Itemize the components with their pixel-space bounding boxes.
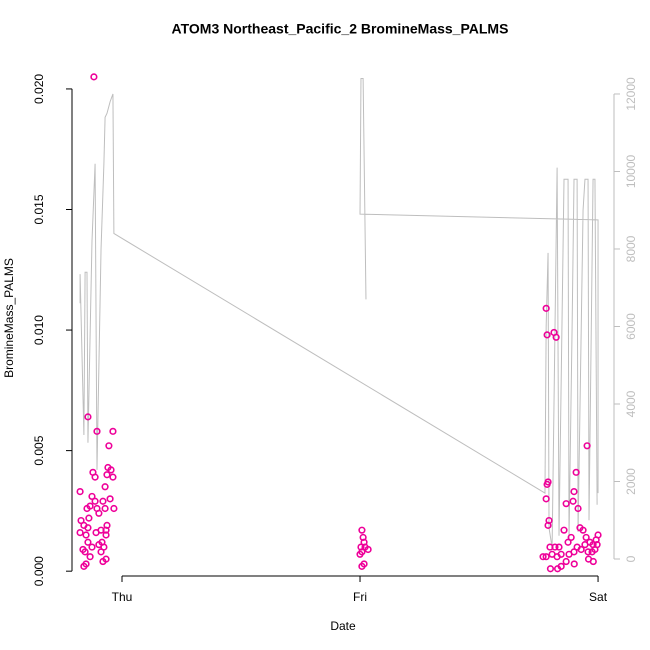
data-point — [107, 466, 115, 474]
data-point — [91, 497, 99, 505]
data-point — [553, 565, 562, 573]
y-tick-label: 0.020 — [32, 74, 46, 104]
data-point — [594, 531, 602, 539]
data-point — [109, 473, 117, 481]
data-point — [579, 526, 587, 534]
data-point — [564, 538, 572, 546]
data-point — [584, 548, 592, 556]
data-point — [570, 488, 578, 496]
y2-tick-label: 0 — [624, 555, 638, 562]
data-point — [76, 528, 84, 537]
y2-tick-label: 4000 — [624, 390, 638, 417]
data-point — [84, 524, 92, 532]
data-point — [76, 488, 84, 496]
data-point — [545, 516, 553, 525]
data-point — [542, 495, 550, 503]
y2-tick-label: 6000 — [624, 313, 638, 340]
data-point — [565, 550, 573, 558]
y-axis-label: BromineMass_PALMS — [2, 258, 16, 378]
data-point — [356, 550, 364, 558]
x-tick-label: Sat — [589, 590, 608, 604]
data-point — [562, 557, 570, 566]
y2-tick-label: 2000 — [624, 468, 638, 495]
data-point — [81, 548, 89, 556]
data-point — [95, 509, 103, 517]
y-tick-label: 0.015 — [32, 194, 46, 224]
data-point — [581, 541, 589, 549]
data-point — [364, 545, 372, 554]
data-point — [105, 442, 113, 450]
chart-title: ATOM3 Northeast_Pacific_2 BromineMass_PA… — [172, 21, 509, 37]
data-point — [101, 504, 109, 513]
x-axis-label: Date — [330, 619, 356, 633]
data-point — [552, 333, 560, 341]
data-point — [577, 545, 585, 554]
data-point — [103, 471, 111, 479]
data-point — [88, 543, 96, 551]
data-point — [102, 526, 110, 534]
data-point — [101, 483, 109, 491]
data-point — [99, 497, 107, 505]
y-tick-label: 0.010 — [32, 315, 46, 345]
data-point — [106, 495, 114, 503]
data-point — [543, 480, 551, 488]
data-point — [110, 504, 118, 513]
data-point — [589, 557, 597, 566]
data-point — [557, 550, 565, 558]
data-point — [102, 555, 110, 563]
data-line — [79, 77, 599, 548]
data-point — [555, 543, 563, 551]
data-point — [92, 528, 100, 537]
data-point — [91, 473, 99, 481]
y2-tick-label: 10000 — [624, 154, 638, 188]
y2-tick-label: 12000 — [624, 77, 638, 111]
y-tick-label: 0.000 — [32, 556, 46, 586]
data-point — [583, 442, 591, 450]
data-point — [80, 562, 88, 570]
data-point — [548, 550, 556, 558]
data-point — [360, 560, 368, 568]
data-point — [539, 553, 547, 561]
data-point — [543, 331, 551, 339]
data-point — [85, 514, 93, 522]
x-tick-label: Thu — [112, 590, 133, 604]
data-point — [109, 427, 117, 435]
data-point — [591, 545, 599, 554]
data-point — [574, 504, 582, 513]
data-point — [542, 304, 550, 312]
data-point — [572, 468, 580, 476]
y-tick-label: 0.005 — [32, 435, 46, 465]
data-point — [86, 553, 94, 561]
data-point — [83, 504, 91, 513]
y2-tick-label: 8000 — [624, 235, 638, 262]
data-point — [84, 413, 92, 421]
data-point — [546, 543, 554, 551]
data-point — [90, 73, 98, 81]
data-point — [546, 565, 555, 573]
data-point — [582, 533, 590, 542]
data-point — [569, 497, 577, 505]
x-tick-label: Fri — [353, 590, 367, 604]
data-point — [82, 531, 90, 539]
data-point — [560, 526, 568, 534]
data-point — [93, 427, 101, 435]
data-point — [88, 492, 96, 501]
data-point — [542, 553, 550, 561]
data-point — [570, 560, 578, 568]
data-point — [100, 543, 108, 551]
data-point — [358, 526, 366, 534]
data-point — [567, 533, 575, 542]
data-point — [84, 538, 92, 546]
data-point — [562, 500, 570, 508]
